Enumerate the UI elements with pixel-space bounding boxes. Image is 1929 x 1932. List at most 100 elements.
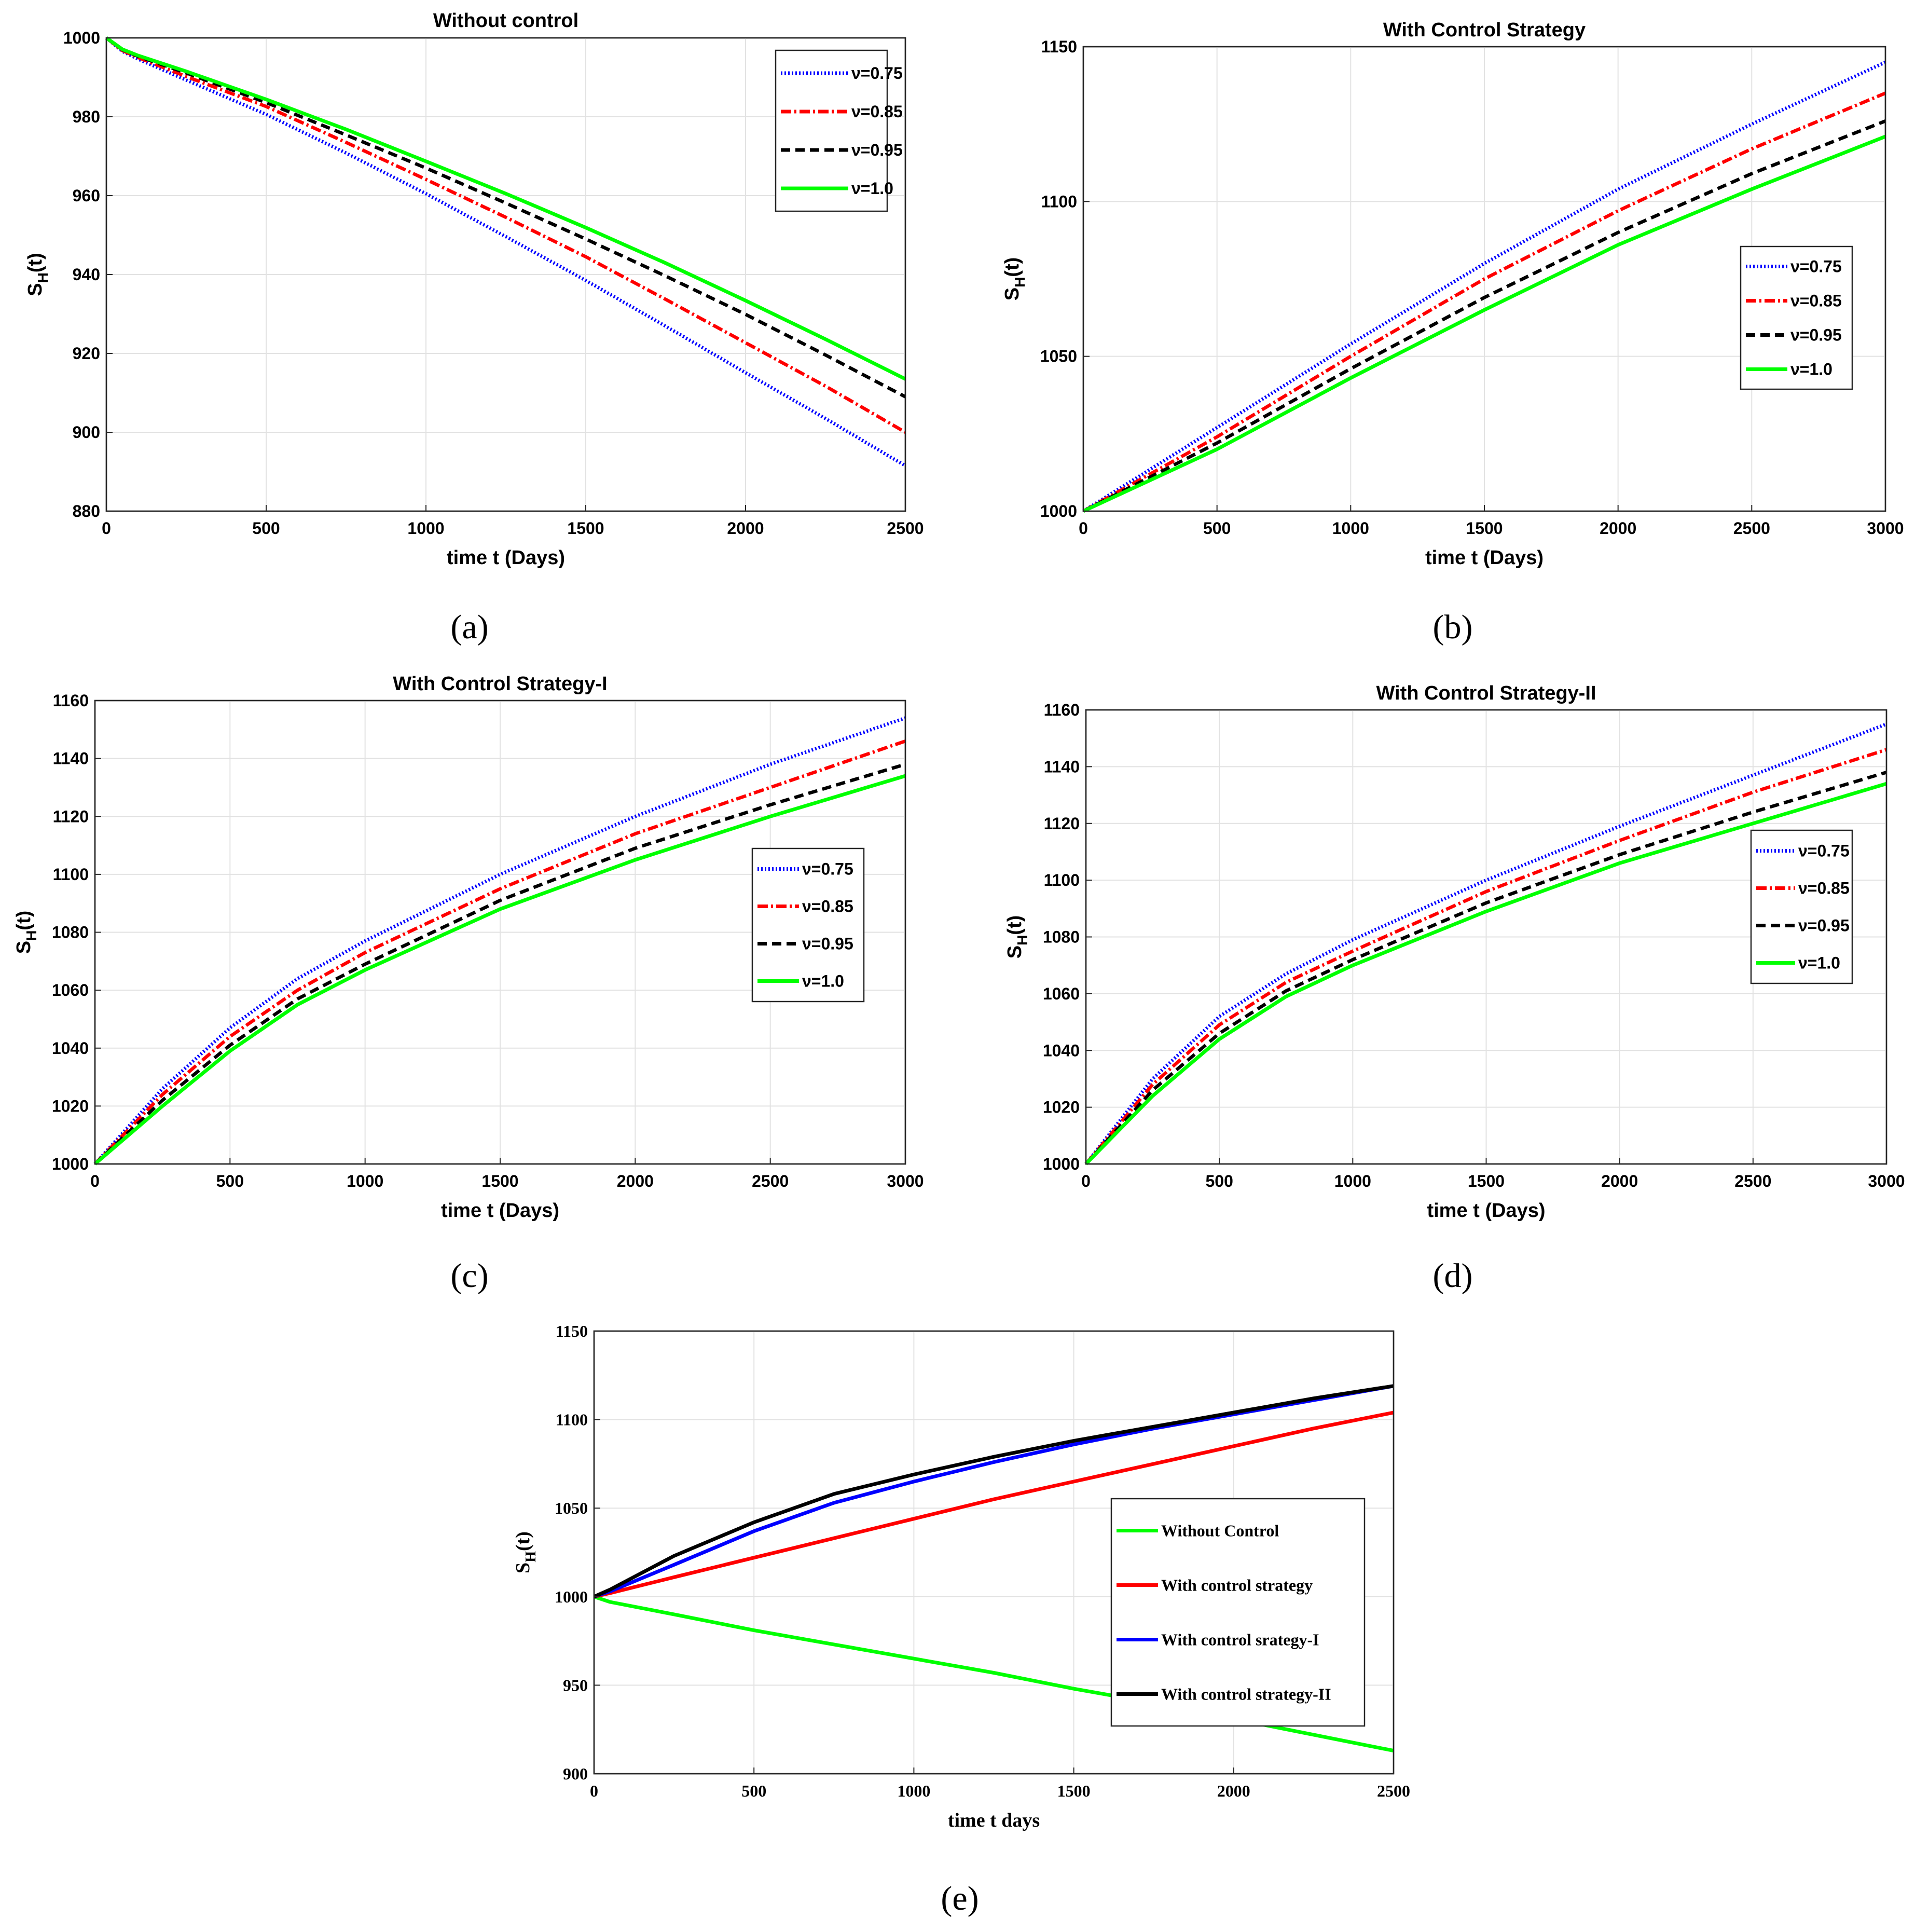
y-axis-label-main: S	[13, 941, 35, 954]
y-tick-label: 1120	[53, 807, 89, 826]
panel-label-c: (c)	[450, 1257, 488, 1295]
chart-title: With Control Strategy-I	[393, 673, 607, 695]
x-tick-label: 0	[90, 1172, 100, 1190]
y-axis-label-tail: (t)	[13, 911, 35, 930]
y-axis-label: SH(t)	[1001, 257, 1028, 301]
x-axis-label: time t (Days)	[447, 547, 565, 569]
legend-label-0-95: ν=0.95	[1790, 326, 1842, 345]
legend-box	[1750, 829, 1853, 984]
x-tick-label: 1500	[1466, 519, 1503, 538]
legend-label-without-control: Without Control	[1161, 1522, 1279, 1540]
plot-border	[593, 1330, 1395, 1775]
series-line-0-75	[1082, 60, 1886, 513]
series-line-0-95	[1084, 771, 1887, 1166]
y-tick-label: 1080	[52, 923, 89, 942]
chart-c-with-control-strategy-i: 0 500 1000 1500 2000 2500 3000 1000 1020 1040 1060…	[13, 673, 924, 1222]
legend-box	[751, 847, 865, 1003]
x-tick-label: 2000	[617, 1172, 654, 1190]
x-tick-label: 1000	[897, 1782, 930, 1800]
legend-label-0-75: ν=0.75	[1790, 257, 1842, 276]
y-tick-label: 1100	[556, 1410, 588, 1429]
y-axis-label-main: S	[512, 1563, 534, 1573]
legend-box	[1110, 1498, 1366, 1727]
legend: Without Control With control strategy With…	[1110, 1498, 1366, 1727]
x-tick-label: 1500	[1468, 1172, 1505, 1190]
x-tick-label: 500	[216, 1172, 244, 1190]
y-axis-label-sub: H	[35, 272, 51, 283]
legend-label-with-control-strategy: With control strategy	[1161, 1576, 1313, 1595]
y-tick-label: 950	[563, 1676, 588, 1694]
legend-box	[1740, 245, 1853, 390]
x-tick-label: 2500	[1733, 519, 1770, 538]
y-tick-label: 1000	[63, 29, 100, 47]
y-tick-label: 940	[73, 265, 100, 284]
legend: ν=0.75 ν=0.85 ν=0.95 ν=1.0	[1750, 829, 1853, 984]
series-line-with-control-strategy	[594, 1410, 1394, 1599]
x-axis-label: time t (Days)	[1425, 547, 1544, 569]
series-line-1-0	[1084, 782, 1887, 1166]
y-axis-label: SH(t)	[1004, 915, 1030, 959]
x-tick-label: 2500	[1377, 1782, 1410, 1800]
legend-label-0-85: ν=0.85	[1798, 879, 1850, 898]
y-axis-label-main: S	[1004, 946, 1026, 958]
legend-label-0-75: ν=0.75	[802, 860, 853, 879]
x-tick-label: 2500	[752, 1172, 789, 1190]
legend-label-0-85: ν=0.85	[802, 897, 853, 916]
legend-label-1-0: ν=1.0	[1798, 954, 1840, 972]
y-axis-label-main: S	[24, 283, 46, 296]
x-tick-label: 1000	[407, 519, 444, 538]
legend: ν=0.75 ν=0.85 ν=0.95 ν=1.0	[751, 847, 865, 1003]
y-tick-label: 1140	[53, 749, 89, 768]
y-tick-label: 1000	[52, 1155, 89, 1173]
y-tick-label: 900	[563, 1764, 588, 1783]
x-tick-label: 0	[1081, 1172, 1091, 1190]
x-tick-label: 1000	[1334, 1172, 1371, 1190]
legend-label-0-75: ν=0.75	[1798, 842, 1850, 860]
x-tick-label: 500	[1205, 1172, 1233, 1190]
y-tick-label: 1100	[1044, 871, 1080, 889]
x-tick-label: 0	[102, 519, 111, 538]
legend-label-0-95: ν=0.95	[802, 935, 853, 953]
y-tick-label: 1040	[1043, 1041, 1080, 1060]
y-tick-label: 1160	[53, 691, 89, 710]
x-axis-label: time t days	[948, 1810, 1040, 1831]
x-tick-label: 2500	[1734, 1172, 1771, 1190]
y-tick-label: 1060	[1043, 984, 1080, 1003]
series-line-0-75	[93, 716, 906, 1166]
legend-box	[775, 49, 888, 212]
y-tick-label: 1020	[52, 1097, 89, 1115]
chart-title: Without control	[433, 10, 578, 32]
x-axis-label: time t (Days)	[1427, 1200, 1545, 1222]
y-tick-label: 1060	[52, 981, 89, 999]
y-tick-label: 1080	[1043, 928, 1080, 947]
series-line-1-0	[93, 774, 906, 1166]
y-tick-label: 960	[73, 186, 100, 205]
series-line-0-85	[1084, 748, 1887, 1166]
chart-title: With Control Strategy-II	[1376, 682, 1596, 704]
y-axis-label: SH(t)	[13, 911, 39, 954]
y-axis-label-sub: H	[1012, 277, 1028, 287]
y-tick-label: 1020	[1043, 1098, 1080, 1117]
panel-label-a: (a)	[450, 608, 488, 646]
y-tick-label: 1150	[556, 1322, 588, 1340]
y-tick-label: 1100	[53, 865, 89, 884]
legend-label-with-control-srategy-i: With control srategy-I	[1161, 1630, 1319, 1649]
legend-label-0-75: ν=0.75	[851, 64, 903, 83]
y-axis-label-sub: H	[23, 930, 39, 941]
y-axis-label-tail: (t)	[1001, 257, 1023, 277]
legend: ν=0.75 ν=0.85 ν=0.95 ν=1.0	[1740, 245, 1853, 390]
series-line-0-95	[1082, 119, 1886, 513]
y-tick-label: 1120	[1044, 814, 1080, 833]
x-tick-label: 3000	[1867, 519, 1904, 538]
legend-label-0-85: ν=0.85	[851, 102, 903, 121]
legend: ν=0.75 ν=0.85 ν=0.95 ν=1.0	[775, 49, 903, 212]
series-line-1-0	[1082, 134, 1886, 513]
chart-e-comparison: 0 500 1000 1500 2000 2500 900 950 1000 1050 1100 11…	[512, 1322, 1410, 1831]
legend-label-1-0: ν=1.0	[851, 179, 893, 198]
series-line-0-95	[93, 762, 906, 1166]
x-tick-label: 1500	[1057, 1782, 1091, 1800]
panel-label-d: (d)	[1433, 1257, 1473, 1295]
y-tick-label: 1000	[1040, 502, 1077, 520]
x-tick-label: 0	[590, 1782, 598, 1800]
series-line-0-85	[93, 739, 906, 1166]
